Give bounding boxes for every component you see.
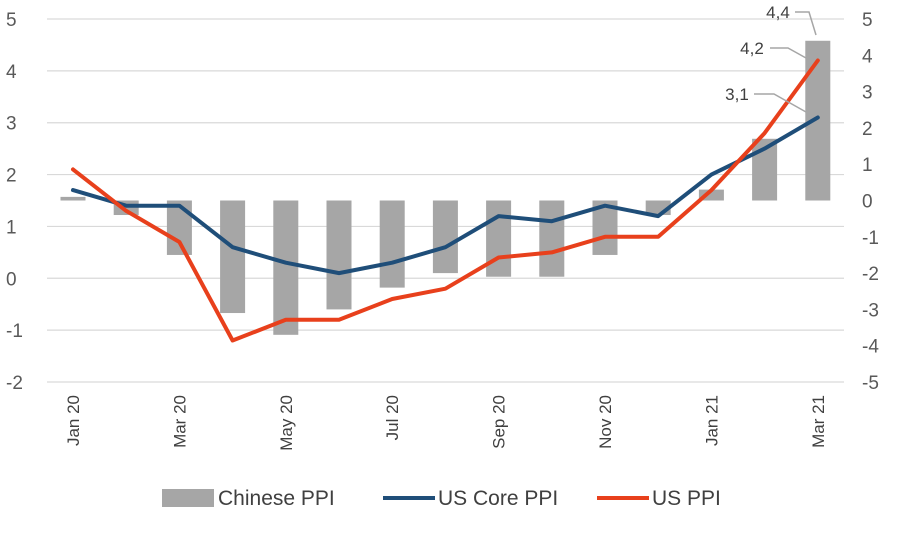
bar [698, 189, 724, 201]
bar [60, 196, 86, 201]
x-tick-label: Mar 20 [170, 395, 189, 448]
annotation-leader [754, 93, 807, 113]
x-tick-label: May 20 [277, 395, 296, 451]
right-tick-label: -5 [862, 373, 879, 394]
x-tick-label: Mar 21 [809, 395, 828, 448]
bar [166, 200, 192, 255]
annotation-leader [770, 47, 807, 59]
legend-label: Chinese PPI [218, 487, 335, 510]
left-tick-label: -2 [6, 373, 23, 394]
right-tick-label: -2 [862, 264, 879, 285]
left-tick-label: 5 [6, 10, 17, 31]
annotation-label: 4,4 [766, 3, 790, 22]
left-tick-label: 0 [6, 269, 17, 290]
left-tick-label: 3 [6, 114, 17, 135]
right-tick-label: 0 [862, 192, 873, 213]
line-us-core-ppi [71, 115, 820, 276]
line-series [71, 58, 820, 343]
legend-label: US Core PPI [438, 487, 558, 510]
bar [539, 200, 565, 277]
left-tick-label: 2 [6, 166, 17, 187]
bar [379, 200, 405, 288]
annotation-leader [795, 11, 817, 36]
legend: Chinese PPI US Core PPI US PPI [162, 487, 721, 510]
x-tick-label: Nov 20 [596, 395, 615, 449]
right-tick-label: 5 [862, 10, 873, 31]
x-tick-label: Sep 20 [490, 395, 509, 449]
line-us-ppi [71, 58, 820, 343]
legend-label: US PPI [652, 487, 721, 510]
bar [486, 200, 512, 277]
bar [326, 200, 352, 310]
left-tick-label: -1 [6, 321, 23, 342]
right-tick-label: 1 [862, 155, 873, 176]
x-axis-ticks: Jan 20 Mar 20 May 20 Jul 20 Sep 20 Nov 20 Jan … [64, 395, 828, 451]
left-tick-label: 1 [6, 217, 17, 238]
right-tick-label: 3 [862, 83, 873, 104]
annotation-label: 3,1 [725, 85, 749, 104]
bar-series-chinese-ppi [60, 40, 831, 335]
right-tick-label: 4 [862, 46, 873, 67]
legend-swatch-chinese-ppi [162, 489, 214, 507]
left-axis-ticks: 5 4 3 2 1 0 -1 -2 [6, 10, 23, 394]
right-axis-ticks: 5 4 3 2 1 0 -1 -2 -3 -4 -5 [862, 10, 879, 394]
left-tick-label: 4 [6, 62, 17, 83]
x-tick-label: Jul 20 [383, 395, 402, 440]
bar [220, 200, 246, 314]
x-tick-label: Jan 20 [64, 395, 83, 446]
right-tick-label: -3 [862, 300, 879, 321]
right-tick-label: 2 [862, 119, 873, 140]
x-tick-label: Jan 21 [702, 395, 721, 446]
bar [432, 200, 458, 274]
annotations: 4,44,2 3,1 [725, 3, 817, 113]
annotation-label: 4,2 [740, 39, 764, 58]
bar [273, 200, 299, 335]
right-tick-label: -1 [862, 228, 879, 249]
right-tick-label: -4 [862, 337, 879, 358]
